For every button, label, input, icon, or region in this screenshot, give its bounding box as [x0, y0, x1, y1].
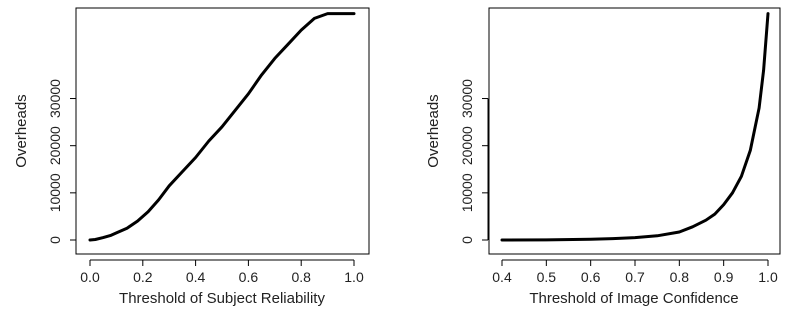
right-panel: 0.4 0.5 0.6 0.7 0.8 0.9 1.0 0 10000 20000 30000 T… — [425, 7, 781, 307]
left-series-line — [88, 12, 356, 242]
right-y-axis: 0 10000 20000 30000 — [459, 79, 489, 244]
right-y-tick-label: 10000 — [459, 173, 475, 212]
right-x-axis-label: Threshold of Image Confidence — [529, 290, 738, 307]
right-x-axis: 0.4 0.5 0.6 0.7 0.8 0.9 1.0 — [492, 259, 778, 285]
right-y-tick-label: 20000 — [459, 126, 475, 165]
right-x-tick-label: 0.4 — [492, 269, 512, 285]
left-x-axis-label: Threshold of Subject Reliability — [119, 290, 325, 307]
left-panel: 0.0 0.2 0.4 0.6 0.8 1.0 0 10000 20000 30000 Thre… — [13, 7, 370, 307]
left-y-tick-label: 20000 — [47, 126, 63, 165]
right-x-tick-label: 0.5 — [537, 269, 557, 285]
right-y-axis-label: Overheads — [425, 94, 442, 167]
left-y-tick-label: 0 — [47, 236, 63, 244]
left-y-axis-label: Overheads — [13, 94, 30, 167]
left-plot-frame — [75, 7, 370, 255]
right-x-tick-label: 1.0 — [758, 269, 778, 285]
left-x-tick-label: 0.4 — [186, 269, 206, 285]
left-x-tick-label: 1.0 — [344, 269, 364, 285]
right-y-tick-label: 30000 — [459, 79, 475, 118]
left-x-tick-label: 0.0 — [80, 269, 100, 285]
left-x-tick-label: 0.8 — [291, 269, 311, 285]
right-x-tick-label: 0.9 — [714, 269, 734, 285]
left-x-tick-label: 0.2 — [133, 269, 153, 285]
left-y-axis: 0 10000 20000 30000 — [47, 79, 77, 244]
right-x-tick-label: 0.7 — [625, 269, 645, 285]
left-x-tick-label: 0.6 — [239, 269, 259, 285]
right-x-tick-label: 0.6 — [581, 269, 601, 285]
right-y-tick-label: 0 — [459, 236, 475, 244]
left-y-tick-label: 10000 — [47, 173, 63, 212]
left-x-axis: 0.0 0.2 0.4 0.6 0.8 1.0 — [80, 259, 364, 285]
right-plot-frame — [488, 7, 781, 255]
right-series-line — [500, 12, 770, 242]
right-x-tick-label: 0.8 — [670, 269, 690, 285]
left-y-tick-label: 30000 — [47, 79, 63, 118]
